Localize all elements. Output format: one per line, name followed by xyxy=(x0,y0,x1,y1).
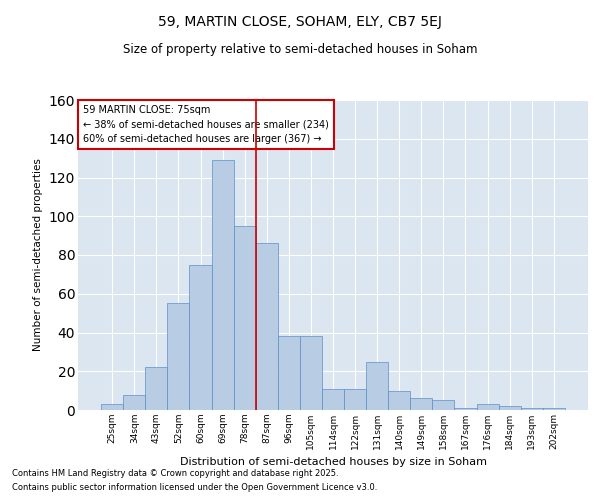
Bar xyxy=(212,160,233,410)
Text: 59 MARTIN CLOSE: 75sqm
← 38% of semi-detached houses are smaller (234)
60% of se: 59 MARTIN CLOSE: 75sqm ← 38% of semi-det… xyxy=(83,104,329,144)
Bar xyxy=(167,304,190,410)
Text: Contains HM Land Registry data © Crown copyright and database right 2025.: Contains HM Land Registry data © Crown c… xyxy=(12,468,338,477)
Y-axis label: Number of semi-detached properties: Number of semi-detached properties xyxy=(33,158,43,352)
Text: 59, MARTIN CLOSE, SOHAM, ELY, CB7 5EJ: 59, MARTIN CLOSE, SOHAM, ELY, CB7 5EJ xyxy=(158,15,442,29)
Bar xyxy=(433,400,454,410)
X-axis label: Distribution of semi-detached houses by size in Soham: Distribution of semi-detached houses by … xyxy=(179,458,487,468)
Bar xyxy=(145,368,167,410)
Bar xyxy=(190,264,212,410)
Bar xyxy=(543,408,565,410)
Bar xyxy=(233,226,256,410)
Bar xyxy=(322,388,344,410)
Bar xyxy=(454,408,476,410)
Bar xyxy=(123,394,145,410)
Bar xyxy=(499,406,521,410)
Bar xyxy=(388,390,410,410)
Bar xyxy=(300,336,322,410)
Bar xyxy=(476,404,499,410)
Bar xyxy=(521,408,543,410)
Text: Contains public sector information licensed under the Open Government Licence v3: Contains public sector information licen… xyxy=(12,484,377,492)
Bar xyxy=(278,336,300,410)
Bar xyxy=(101,404,123,410)
Bar xyxy=(410,398,433,410)
Bar xyxy=(344,388,366,410)
Bar xyxy=(366,362,388,410)
Text: Size of property relative to semi-detached houses in Soham: Size of property relative to semi-detach… xyxy=(123,42,477,56)
Bar xyxy=(256,244,278,410)
